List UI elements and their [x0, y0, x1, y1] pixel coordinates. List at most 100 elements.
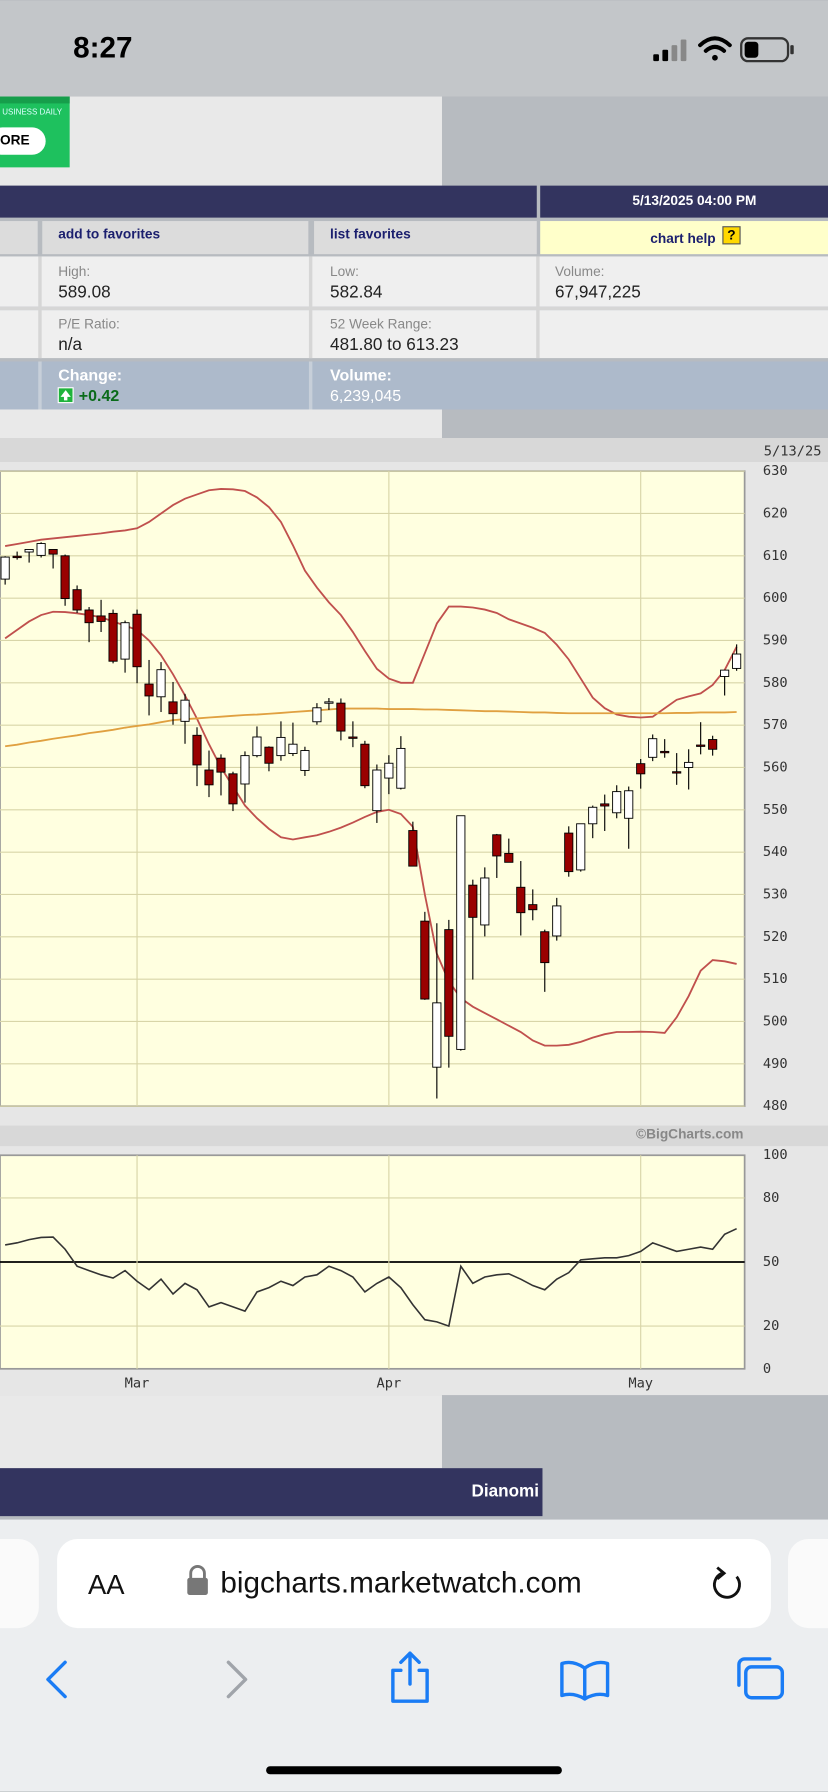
candle-body: [360, 743, 370, 787]
help-icon[interactable]: [722, 226, 741, 245]
tab-pill[interactable]: [0, 1538, 39, 1629]
candle-body: [132, 613, 142, 668]
high-value: 589.08: [58, 282, 110, 302]
candle-body: [372, 769, 382, 812]
cell: [42, 221, 309, 255]
candle-body: [396, 747, 406, 789]
indicator-tick-label: 50: [763, 1254, 779, 1270]
y-tick-label: 610: [763, 548, 788, 564]
y-tick-label: 520: [763, 929, 788, 945]
y-tick-label: 530: [763, 886, 788, 902]
cell: [540, 221, 828, 255]
help-icon-text[interactable]: ?: [727, 228, 735, 243]
high-label: High:: [58, 264, 90, 279]
candle-body: [276, 736, 286, 757]
change-label: Change:: [58, 368, 122, 385]
candle-body: [600, 803, 610, 807]
candle-body: [120, 622, 130, 660]
list-favorites-link[interactable]: list favorites: [330, 226, 411, 241]
add-favorites-link[interactable]: add to favorites: [58, 226, 160, 241]
home-indicator: [266, 1766, 562, 1775]
candle-body: [468, 884, 478, 918]
candle-body: [636, 763, 646, 775]
chart-help-link[interactable]: chart help: [650, 231, 715, 246]
chart-credit: ©BigCharts.com: [636, 1126, 743, 1141]
y-tick-label: 590: [763, 632, 788, 648]
candle-body: [0, 556, 10, 580]
candle-body: [672, 771, 682, 774]
candle-body: [84, 609, 94, 624]
tabs-button[interactable]: [737, 1657, 785, 1700]
url-text[interactable]: bigcharts.marketwatch.com: [220, 1567, 581, 1600]
candle-body: [732, 653, 742, 669]
ad-button-text[interactable]: ORE: [0, 133, 30, 148]
y-tick-label: 620: [763, 505, 788, 521]
candle-body: [612, 791, 622, 814]
share-button[interactable]: [391, 1651, 429, 1703]
y-tick-label: 490: [763, 1056, 788, 1072]
pe-value: n/a: [58, 334, 82, 354]
ad-button[interactable]: [0, 127, 46, 155]
y-tick-label: 630: [763, 463, 788, 479]
bookmarks-button[interactable]: [560, 1660, 610, 1701]
chart-mid-band: [0, 1125, 828, 1147]
lock-icon: [187, 1564, 208, 1595]
ad-subtext: USINESS DAILY: [2, 108, 62, 117]
candle-body: [624, 790, 634, 819]
url-bar[interactable]: [57, 1538, 771, 1629]
candle-body: [336, 702, 346, 732]
candle-body: [456, 815, 466, 1050]
indicator-line: [5, 1227, 737, 1328]
ad-banner-top: [0, 96, 70, 104]
row: [0, 310, 828, 359]
candle-body: [708, 739, 718, 750]
y-tick-label: 550: [763, 802, 788, 818]
candle-body: [684, 761, 694, 768]
signal-icon: [653, 39, 687, 62]
cell: [314, 221, 537, 255]
y-tick-label: 600: [763, 590, 788, 606]
y-tick-label: 570: [763, 717, 788, 733]
quote-date: 5/13/2025 04:00 PM: [632, 193, 756, 208]
tab-pill[interactable]: [788, 1538, 828, 1629]
forward-button[interactable]: [226, 1660, 248, 1699]
x-tick-label: Apr: [377, 1376, 402, 1392]
candle-body: [24, 549, 34, 553]
chart-date: 5/13/25: [764, 444, 822, 460]
candle-body: [312, 707, 322, 723]
footer-ad-bar[interactable]: [0, 1468, 543, 1517]
range-value: 481.80 to 613.23: [330, 334, 459, 354]
spacer: [0, 1395, 442, 1469]
day-volume-value: 6,239,045: [330, 388, 401, 405]
y-tick-label: 500: [763, 1013, 788, 1029]
status-bar: [0, 0, 828, 97]
x-tick-label: Mar: [125, 1376, 150, 1392]
candle-body: [504, 852, 514, 863]
indicator-tick-label: 0: [763, 1361, 771, 1377]
candle-body: [192, 734, 202, 766]
candle-body: [348, 736, 358, 739]
back-button[interactable]: [46, 1660, 67, 1699]
candle-body: [564, 832, 574, 873]
y-tick-label: 480: [763, 1098, 788, 1114]
candle-body: [660, 750, 670, 754]
date-bar: [540, 185, 828, 218]
cell: [0, 221, 38, 255]
candle-body: [588, 806, 598, 825]
candle-body: [432, 1002, 442, 1068]
footer-ad-brand[interactable]: Dianomi: [471, 1481, 539, 1501]
reload-icon[interactable]: [712, 1566, 741, 1599]
candle-body: [240, 755, 250, 785]
volume-label: Volume:: [555, 264, 604, 279]
change-value: +0.42: [79, 388, 120, 405]
ad-strip: [0, 96, 442, 186]
candle-body: [384, 762, 394, 779]
day-volume-label: Volume:: [330, 368, 392, 385]
candle-body: [540, 931, 550, 964]
text-size-button[interactable]: AA: [88, 1569, 125, 1600]
candle-body: [144, 683, 154, 697]
candle-body: [552, 905, 562, 937]
candle-body: [156, 669, 166, 698]
indicator-tick-label: 80: [763, 1190, 779, 1206]
candle-body: [420, 920, 430, 1000]
